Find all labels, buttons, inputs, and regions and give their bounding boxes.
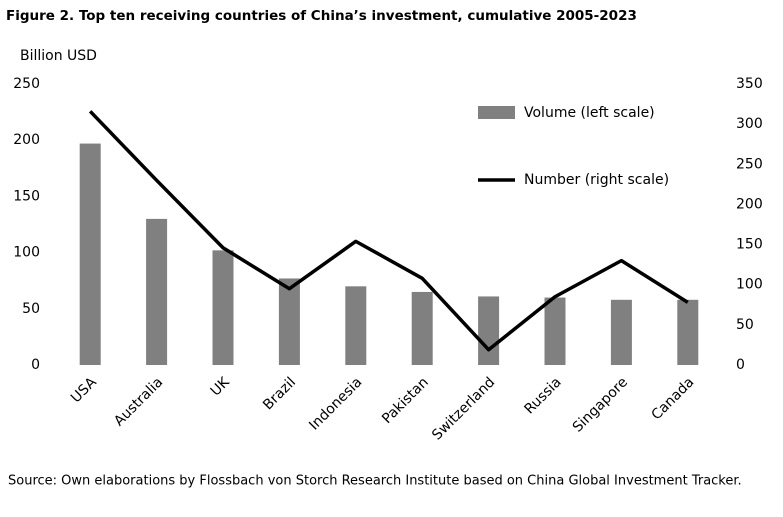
bar <box>677 299 699 365</box>
source: Source: Own elaborations by Flossbach vo… <box>8 474 742 489</box>
chart-title: Figure 2. Top ten receiving countries of… <box>6 8 637 24</box>
y2-tick-label: 100 <box>736 277 763 293</box>
y2-tick-label: 50 <box>736 317 754 333</box>
y-tick-label: 200 <box>13 132 40 148</box>
y2-tick-label: 300 <box>736 116 763 132</box>
bar <box>212 250 234 365</box>
y2-tick-label: 200 <box>736 196 763 212</box>
line <box>88 110 689 352</box>
y-tick-label: 100 <box>13 245 40 261</box>
y-axis-label: Billion USD <box>20 48 97 64</box>
legend-label: Volume (left scale) <box>524 105 655 121</box>
bar <box>610 299 632 365</box>
y-tick-label: 150 <box>13 188 40 204</box>
bar <box>278 278 300 365</box>
bar <box>345 286 367 365</box>
y-tick-label: 50 <box>22 301 40 317</box>
bar <box>478 296 500 365</box>
legend-swatch <box>478 106 515 119</box>
y2-tick-label: 0 <box>736 357 745 373</box>
y2-tick-label: 350 <box>736 76 763 92</box>
y-tick-label: 0 <box>31 357 40 373</box>
bar <box>544 297 566 365</box>
y2-tick-label: 150 <box>736 237 763 253</box>
bar <box>146 218 168 365</box>
y-tick-label: 250 <box>13 76 40 92</box>
y2-tick-label: 250 <box>736 156 763 172</box>
bar <box>79 143 101 365</box>
legend-label: Number (right scale) <box>524 172 669 188</box>
bar <box>411 291 433 365</box>
